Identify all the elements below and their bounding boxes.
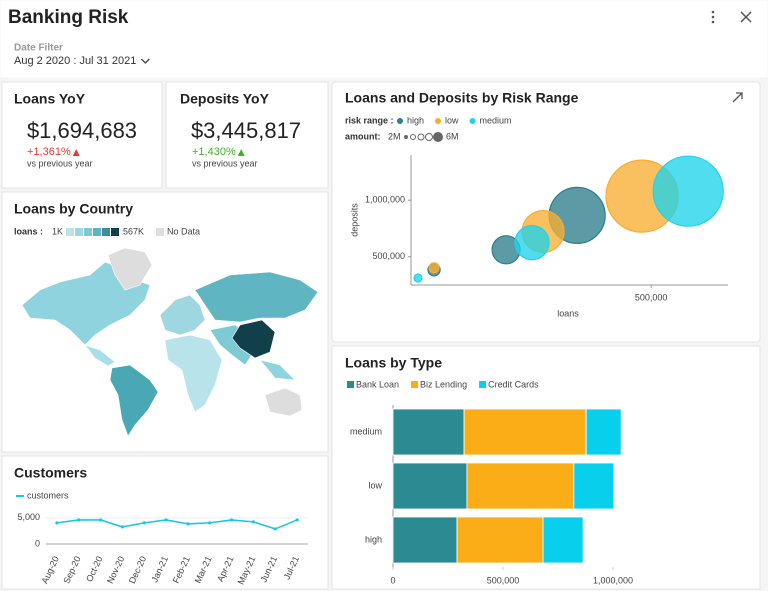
bar-segment bbox=[392, 516, 458, 564]
bar-segment bbox=[392, 462, 468, 510]
date-filter[interactable]: Aug 2 2020 : Jul 31 2021 bbox=[14, 55, 150, 67]
legend-swatch bbox=[435, 118, 442, 124]
legend-label: Biz Lending bbox=[420, 379, 467, 389]
bar-segment bbox=[573, 462, 615, 510]
point bbox=[251, 520, 256, 524]
legend-swatch bbox=[469, 118, 476, 124]
bubble bbox=[652, 155, 724, 227]
point bbox=[229, 518, 234, 522]
expand-button[interactable] bbox=[732, 92, 743, 103]
legend-swatch bbox=[479, 381, 487, 388]
kpi-note: vs previous year bbox=[27, 158, 93, 168]
kpi-change: +1,430% bbox=[192, 146, 236, 158]
bar-segment bbox=[542, 516, 584, 564]
legend-label: low bbox=[445, 115, 459, 125]
kpi-title: Deposits YoY bbox=[180, 91, 270, 107]
bubble bbox=[428, 262, 440, 274]
size-legend-label: amount: bbox=[345, 131, 381, 141]
legend-swatch bbox=[397, 118, 403, 124]
y-axis-label: deposits bbox=[349, 203, 359, 237]
card-title: Customers bbox=[14, 465, 87, 481]
point bbox=[164, 518, 168, 522]
chevron[interactable] bbox=[140, 58, 150, 64]
y-tick-label: high bbox=[365, 534, 382, 544]
no-data-swatch bbox=[156, 228, 164, 236]
kpi-title: Loans YoY bbox=[14, 91, 86, 107]
bar-segment bbox=[585, 408, 622, 456]
card bbox=[165, 81, 329, 189]
size-legend-min: 2M bbox=[388, 131, 401, 141]
x-axis-label: loans bbox=[557, 308, 579, 318]
legend-swatch bbox=[411, 381, 419, 388]
y-tick-label: 0 bbox=[35, 538, 40, 548]
point bbox=[55, 521, 59, 525]
y-tick-label: 5,000 bbox=[17, 512, 40, 522]
point bbox=[186, 522, 190, 526]
point bbox=[77, 518, 81, 522]
point bbox=[273, 527, 277, 531]
y-tick-label: 1,000,000 bbox=[365, 195, 405, 205]
header-bar bbox=[0, 0, 768, 78]
bar-segment bbox=[466, 462, 575, 510]
bar-segment bbox=[392, 408, 465, 456]
size-legend-dots bbox=[404, 132, 443, 142]
point bbox=[142, 521, 146, 525]
card-title: Loans and Deposits by Risk Range bbox=[345, 90, 579, 106]
bar-segment bbox=[463, 408, 587, 456]
x-tick-label: 500,000 bbox=[487, 575, 520, 585]
legend-label: Bank Loan bbox=[356, 379, 399, 389]
point bbox=[98, 518, 103, 522]
x-tick-label: 1,000,000 bbox=[593, 575, 633, 585]
legend-swatch bbox=[347, 381, 354, 388]
date-filter-label: Date Filter bbox=[14, 43, 63, 54]
card-title: Loans by Country bbox=[14, 201, 133, 217]
color-scale bbox=[66, 228, 119, 236]
kpi-change: +1,361% bbox=[27, 146, 71, 158]
kpi-note: vs previous year bbox=[192, 158, 258, 168]
more-menu[interactable] bbox=[711, 10, 715, 24]
legend-min: 1K bbox=[52, 226, 63, 236]
kpi-value: $1,694,683 bbox=[27, 118, 137, 143]
trend-arrow bbox=[237, 149, 245, 156]
point bbox=[208, 521, 212, 525]
y-tick-label: 500,000 bbox=[372, 251, 405, 261]
date-filter-value[interactable]: Aug 2 2020 : Jul 31 2021 bbox=[14, 55, 136, 67]
card bbox=[1, 81, 163, 189]
legend-no-data: No Data bbox=[167, 226, 200, 236]
legend-label: customers bbox=[27, 490, 69, 500]
legend-max: 567K bbox=[123, 226, 144, 236]
close-button[interactable] bbox=[740, 11, 752, 23]
point bbox=[295, 518, 299, 522]
bar-segment bbox=[456, 516, 544, 564]
card-title: Loans by Type bbox=[345, 355, 442, 371]
y-tick-label: medium bbox=[350, 426, 382, 436]
point bbox=[120, 525, 125, 529]
legend-label: Credit Cards bbox=[488, 379, 539, 389]
legend-label: medium bbox=[480, 115, 512, 125]
y-tick-label: low bbox=[368, 480, 382, 490]
line bbox=[56, 519, 298, 530]
legend-label: high bbox=[407, 115, 424, 125]
kpi-value: $3,445,817 bbox=[191, 118, 301, 143]
bubble bbox=[514, 224, 550, 261]
legend-label: risk range : bbox=[345, 115, 394, 125]
x-tick-label: 500,000 bbox=[635, 292, 668, 302]
legend-label: loans : bbox=[14, 226, 43, 236]
page-title: Banking Risk bbox=[8, 7, 129, 28]
bubble bbox=[413, 273, 423, 283]
world-map bbox=[21, 247, 319, 437]
trend-arrow bbox=[72, 149, 80, 156]
size-legend-max: 6M bbox=[446, 131, 459, 141]
x-tick-label: 0 bbox=[390, 575, 395, 585]
